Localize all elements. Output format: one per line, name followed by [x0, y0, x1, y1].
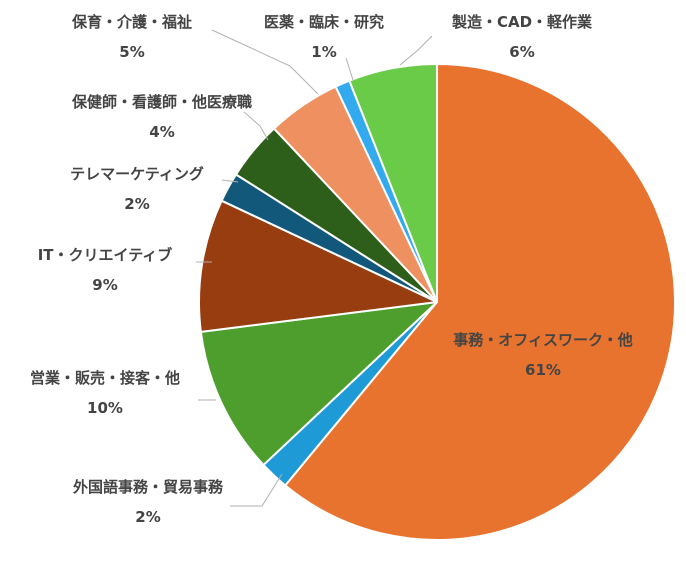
slice-percent-label: 4% — [149, 123, 174, 141]
slice-category-label: 保育・介護・福祉 — [71, 13, 192, 31]
slice-percent-label: 9% — [92, 276, 117, 294]
slice-percent-label: 6% — [509, 43, 534, 61]
pie-slice — [348, 63, 438, 303]
slice-category-label: 事務・オフィスワーク・他 — [453, 331, 632, 349]
slice-percent-label: 2% — [124, 195, 149, 213]
slice-percent-label: 5% — [119, 43, 144, 61]
leader-line — [345, 57, 354, 81]
slice-category-label: IT・クリエイティブ — [38, 246, 173, 264]
slice-category-label: 外国語事務・貿易事務 — [72, 478, 224, 496]
pie-slice — [199, 301, 438, 466]
slice-percent-label: 2% — [135, 508, 160, 526]
pie-slices — [198, 63, 676, 541]
leader-line — [211, 29, 319, 95]
slice-category-label: 製造・CAD・軽作業 — [451, 13, 593, 31]
slice-category-label: 保健師・看護師・他医療職 — [71, 93, 252, 111]
slice-category-label: テレマーケティング — [70, 165, 204, 183]
slice-category-label: 医薬・臨床・研究 — [264, 13, 384, 31]
slice-category-label: 営業・販売・接客・他 — [30, 369, 180, 387]
pie-slice — [284, 63, 676, 541]
slice-percent-label: 1% — [311, 43, 336, 61]
slice-percent-label: 10% — [87, 399, 123, 417]
slice-labels: 事務・オフィスワーク・他 61% 外国語事務・貿易事務 2% 営業・販売・接客・他 10%… — [30, 13, 633, 526]
leader-lines — [196, 29, 433, 507]
slice-percent-label: 61% — [525, 361, 561, 379]
leader-line — [243, 111, 269, 141]
leader-line — [230, 473, 283, 507]
leader-line — [399, 35, 433, 66]
leader-line — [221, 179, 239, 183]
pie-slice — [198, 199, 438, 333]
